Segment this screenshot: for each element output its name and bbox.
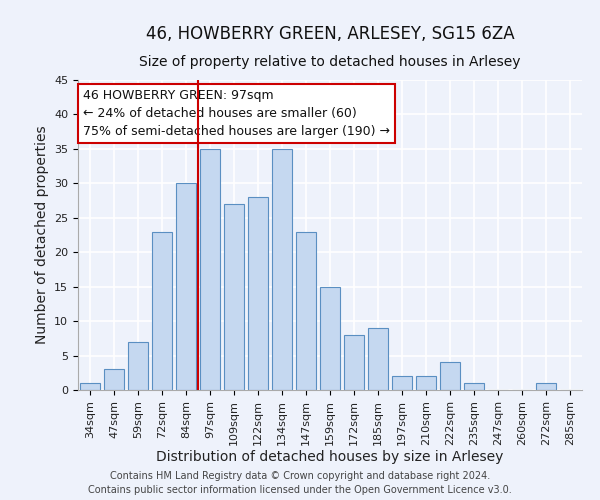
Bar bbox=[176, 184, 196, 390]
Bar bbox=[200, 149, 220, 390]
Bar bbox=[392, 376, 412, 390]
Text: Size of property relative to detached houses in Arlesey: Size of property relative to detached ho… bbox=[139, 55, 521, 69]
Bar bbox=[272, 149, 292, 390]
Bar bbox=[248, 197, 268, 390]
Bar bbox=[536, 383, 556, 390]
Text: 46 HOWBERRY GREEN: 97sqm
← 24% of detached houses are smaller (60)
75% of semi-d: 46 HOWBERRY GREEN: 97sqm ← 24% of detach… bbox=[83, 90, 390, 138]
Text: Contains HM Land Registry data © Crown copyright and database right 2024.
Contai: Contains HM Land Registry data © Crown c… bbox=[88, 471, 512, 495]
X-axis label: Distribution of detached houses by size in Arlesey: Distribution of detached houses by size … bbox=[157, 450, 503, 464]
Bar bbox=[440, 362, 460, 390]
Bar bbox=[296, 232, 316, 390]
Bar bbox=[128, 342, 148, 390]
Bar bbox=[104, 370, 124, 390]
Text: 46, HOWBERRY GREEN, ARLESEY, SG15 6ZA: 46, HOWBERRY GREEN, ARLESEY, SG15 6ZA bbox=[146, 25, 514, 43]
Bar bbox=[152, 232, 172, 390]
Bar bbox=[320, 286, 340, 390]
Bar bbox=[416, 376, 436, 390]
Bar bbox=[464, 383, 484, 390]
Bar bbox=[80, 383, 100, 390]
Bar bbox=[368, 328, 388, 390]
Bar bbox=[224, 204, 244, 390]
Bar bbox=[344, 335, 364, 390]
Y-axis label: Number of detached properties: Number of detached properties bbox=[35, 126, 49, 344]
